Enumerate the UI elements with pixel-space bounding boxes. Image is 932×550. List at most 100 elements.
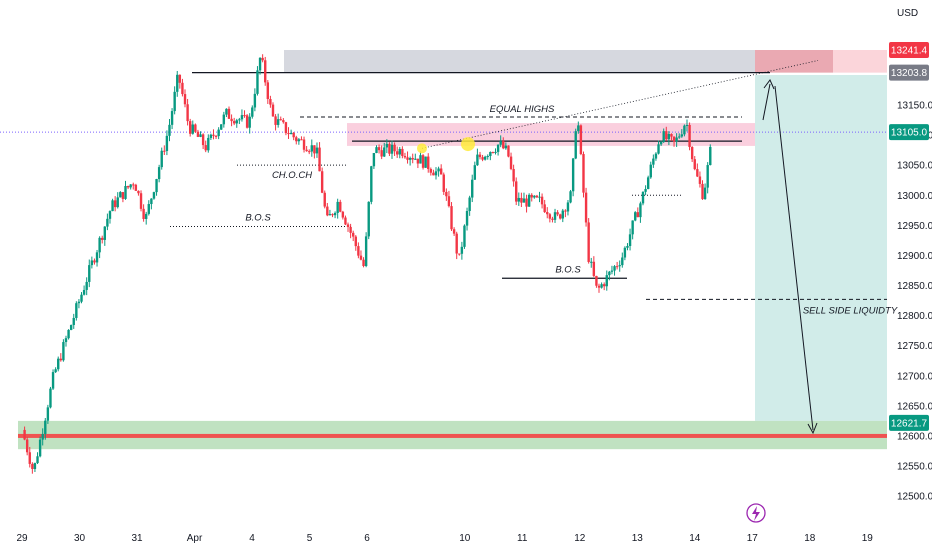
candle-body [499, 141, 502, 145]
candle-body [124, 185, 127, 199]
candle-body [121, 192, 125, 199]
candle-body [220, 124, 223, 130]
candle-body [204, 145, 207, 151]
bos-right-label: B.O.S [555, 264, 581, 275]
time-tick-label: 19 [862, 533, 874, 544]
candle-body [354, 236, 357, 247]
annotation-labels-layer: EQUAL HIGHS CH.O.CH B.O.S B.O.S SELL SIDE LI… [245, 104, 897, 316]
time-tick-label: 18 [804, 533, 816, 544]
overlay-layer [417, 79, 818, 435]
candle-body [315, 147, 319, 154]
candle-body [455, 233, 458, 254]
price-tick-label: 12750.0 [897, 341, 932, 352]
time-tick-label: 13 [632, 533, 644, 544]
price-tick-label: 12950.0 [897, 221, 932, 232]
candle-body [261, 57, 264, 61]
candle-body [183, 94, 187, 105]
candle-body [473, 165, 477, 180]
candle-body [349, 226, 352, 233]
candle-body [678, 136, 681, 138]
candle-body [621, 257, 624, 266]
candle-body [59, 358, 63, 361]
candle-body [341, 211, 345, 218]
lightning-icon[interactable] [746, 503, 766, 523]
time-tick-label: 30 [74, 533, 86, 544]
candle-body [543, 204, 546, 213]
candle-body [51, 372, 55, 389]
candle-body [375, 147, 378, 153]
candle-body [564, 210, 567, 212]
candle-body [62, 342, 65, 361]
candle-body [245, 115, 249, 128]
candle-body [266, 82, 270, 99]
time-tick-label: 10 [459, 533, 471, 544]
candle-body [292, 132, 295, 138]
candle-body [168, 124, 171, 136]
candle-body [256, 70, 259, 94]
candle-body [582, 154, 585, 193]
candle-body [88, 265, 91, 282]
candle-body [173, 91, 176, 112]
time-tick-label: 5 [307, 533, 313, 544]
candle-body [553, 212, 557, 220]
candle-body [64, 338, 68, 343]
candle-body [680, 134, 684, 137]
candle-body [432, 172, 435, 176]
candle-body [333, 212, 337, 216]
candle-body [608, 271, 611, 276]
candle-body [636, 212, 640, 218]
time-tick-label: 29 [16, 533, 28, 544]
candle-body [320, 171, 324, 193]
candle-body [323, 192, 326, 207]
time-tick-label: Apr [187, 533, 203, 544]
candle-body [170, 111, 174, 125]
candle-body [634, 212, 637, 221]
candle-body [276, 119, 280, 125]
candle-body [388, 143, 391, 154]
candle-body [137, 190, 140, 194]
candle-body [271, 104, 275, 117]
price-tick-label: 12600.0 [897, 431, 932, 442]
candle-body [106, 218, 109, 227]
candle-body [352, 232, 355, 237]
candle-body [517, 197, 520, 202]
candle-body [147, 204, 150, 214]
candle-body [597, 285, 601, 288]
candle-body [31, 463, 34, 470]
candle-body [605, 275, 608, 287]
candle-body [434, 171, 438, 176]
price-tick-label: 12500.0 [897, 492, 932, 503]
equal-highs-label: EQUAL HIGHS [490, 104, 555, 115]
price-tick-label: 12550.0 [897, 462, 932, 473]
candle-body [442, 174, 445, 192]
candle-body [496, 144, 500, 152]
candle-body [194, 124, 197, 132]
candle-body [165, 135, 169, 152]
candle-body [380, 150, 383, 157]
candle-body [240, 115, 244, 120]
candle-body [38, 439, 42, 457]
candle-body [525, 198, 528, 207]
candle-body [69, 325, 73, 330]
candle-body [530, 194, 533, 198]
candle-body [437, 168, 440, 172]
time-axis[interactable]: 29 30 31 Apr 4 5 6 10 11 12 13 14 17 18 19 [16, 533, 873, 544]
candle-body [258, 57, 262, 71]
candle-body [126, 185, 130, 188]
candle-body [232, 121, 236, 124]
candle-body [654, 153, 658, 159]
candle-body [535, 195, 539, 198]
candle-body [160, 150, 163, 168]
candle-body [421, 155, 425, 168]
time-tick-label: 4 [249, 533, 255, 544]
equal-high-marker [461, 137, 475, 152]
candle-body [476, 154, 479, 166]
candle-body [300, 139, 303, 141]
candle-body [119, 192, 122, 198]
candle-body [546, 212, 549, 215]
candle-body [393, 144, 396, 152]
candle-body [533, 195, 536, 198]
candle-body [225, 108, 228, 115]
candle-body [406, 157, 409, 160]
